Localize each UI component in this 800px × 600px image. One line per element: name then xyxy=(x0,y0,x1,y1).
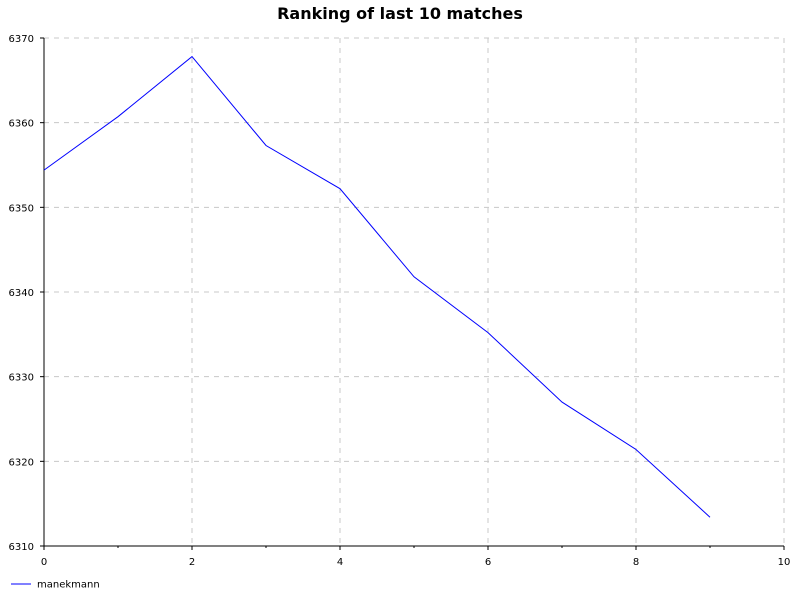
y-tick-label: 6320 xyxy=(9,457,34,468)
x-tick-label: 10 xyxy=(778,557,791,568)
x-tick-label: 0 xyxy=(41,557,47,568)
y-tick-label: 6330 xyxy=(9,373,34,384)
y-tick-label: 6350 xyxy=(9,203,34,214)
y-tick-label: 6370 xyxy=(9,34,34,45)
y-tick-label: 6360 xyxy=(9,119,34,130)
grid-lines xyxy=(44,37,785,546)
chart-title: Ranking of last 10 matches xyxy=(277,4,523,23)
legend: manekmann xyxy=(11,580,100,591)
x-tick-label: 4 xyxy=(337,557,343,568)
series-layer xyxy=(43,55,711,518)
x-tick-label: 8 xyxy=(633,557,639,568)
x-tick-label: 2 xyxy=(189,557,195,568)
legend-label: manekmann xyxy=(37,580,100,591)
series-line-manekmann xyxy=(43,55,711,518)
tick-marks xyxy=(40,37,785,550)
tick-labels: 0 2 4 6 8 10 6310 6320 6330 6340 6350 6360 6370 xyxy=(9,34,791,568)
x-tick-label: 6 xyxy=(485,557,491,568)
y-tick-label: 6310 xyxy=(9,542,34,553)
y-tick-label: 6340 xyxy=(9,288,34,299)
